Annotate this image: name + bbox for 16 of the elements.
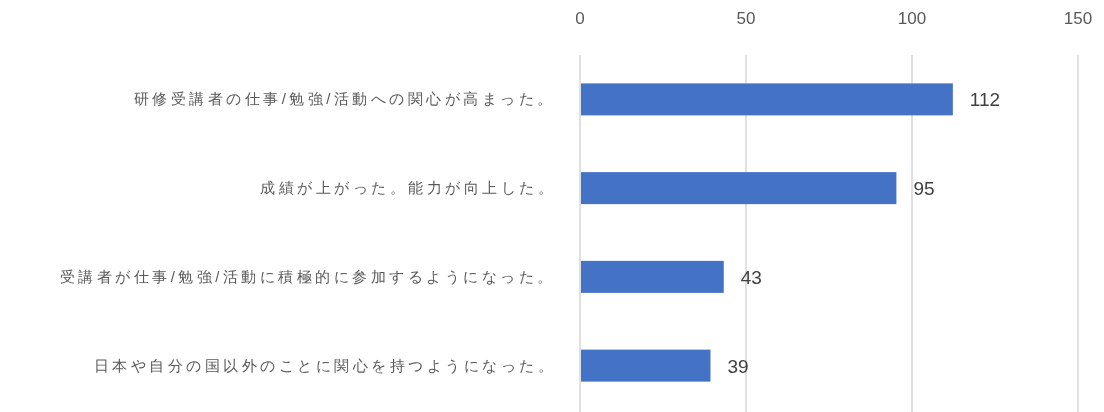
bar [581,260,724,293]
data-label: 43 [740,266,762,288]
x-tick-label: 150 [1063,9,1093,28]
bar [581,349,711,382]
data-label: 95 [913,178,935,200]
y-tick-label: 日本や自分の国以外のことに関心を持つようになった。 [93,356,556,374]
y-tick-label: 受講者が仕事/勉強/活動に積極的に参加するようになった。 [59,267,556,285]
data-label: 112 [969,89,1001,111]
bar [581,172,897,205]
bar [581,83,953,116]
x-tick-label: 50 [736,9,756,28]
y-tick-label: 研修受講者の仕事/勉強/活動への関心が高まった。 [133,90,556,108]
y-tick-label: 成績が上がった。能力が向上した。 [260,179,556,197]
data-label: 39 [727,355,749,377]
x-tick-label: 0 [575,9,585,28]
x-tick-label: 100 [897,9,927,28]
